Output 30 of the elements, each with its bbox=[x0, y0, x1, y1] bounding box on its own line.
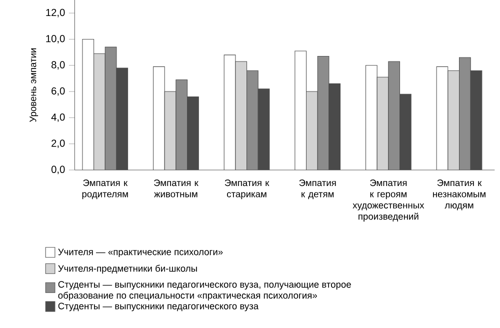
bar bbox=[458, 57, 471, 170]
x-tick-label: Эмпатия к животным bbox=[154, 180, 198, 198]
x-tick-label: Эмпатия к старикам bbox=[224, 180, 270, 200]
bar bbox=[448, 70, 460, 170]
legend-label: Учителя — «практические психологи» bbox=[58, 248, 223, 258]
bar bbox=[104, 46, 117, 170]
legend-label: Студенты — выпускники педагогического вуза bbox=[58, 302, 259, 312]
y-tick-label: 4,0 bbox=[51, 113, 65, 122]
bar bbox=[94, 53, 106, 170]
y-axis-title: Уровень эмпатии bbox=[30, 48, 38, 122]
legend-label: Студенты — выпускники педагогического вуза, получающие второе образование по специальности «практическая психология» bbox=[58, 281, 351, 301]
y-tick-label: 2,0 bbox=[52, 140, 65, 148]
bar bbox=[376, 76, 389, 170]
y-tick-label: 0,0 bbox=[51, 166, 65, 174]
bar bbox=[306, 91, 318, 170]
y-tick-label: 6,0 bbox=[52, 87, 65, 96]
y-tick-label: 8,0 bbox=[52, 61, 65, 70]
bar bbox=[164, 91, 176, 170]
bar bbox=[235, 61, 248, 170]
bar bbox=[317, 56, 330, 170]
x-tick-label: Эмпатия к героям художественных произведений bbox=[352, 180, 424, 222]
bar bbox=[388, 61, 400, 170]
bar bbox=[246, 70, 258, 170]
y-tick-label: 12,0 bbox=[46, 8, 65, 18]
x-tick-label: Эмпатия к детям bbox=[299, 180, 336, 200]
bar bbox=[176, 80, 188, 170]
y-tick-label: 10,0 bbox=[46, 35, 65, 44]
x-tick-label: Эмпатия к незнакомым людям bbox=[433, 180, 486, 210]
x-tick-label: Эмпатия к родителям bbox=[82, 180, 128, 200]
legend-label: Учителя-предметники би-школы bbox=[58, 264, 197, 274]
